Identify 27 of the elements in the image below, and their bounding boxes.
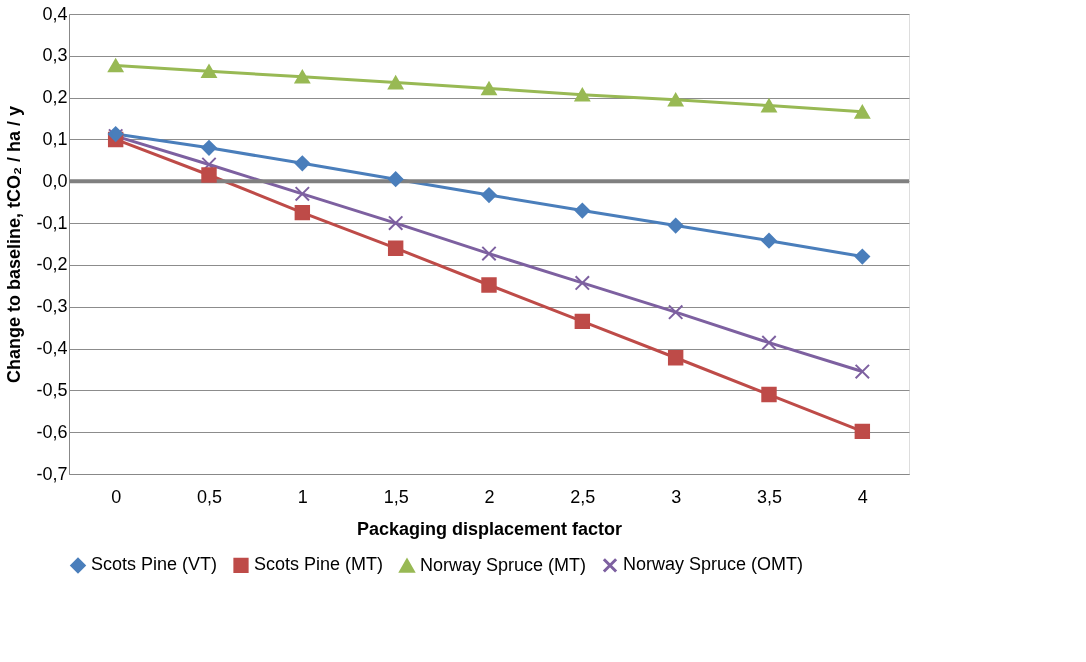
y-tick-label: 0,4 [42, 3, 68, 24]
y-tick-label: -0,1 [36, 212, 68, 233]
x-tick-label: 0,5 [196, 486, 223, 507]
x-axis-title: Packaging displacement factor [356, 518, 623, 539]
x-tick-label: 2,5 [570, 486, 596, 507]
y-axis-title: Change to baseline, tCO₂ / ha / y [4, 105, 25, 384]
x-tick-label: 3 [671, 486, 682, 507]
legend-label: Scots Pine (VT) [91, 554, 218, 575]
legend-label: Scots Pine (MT) [254, 554, 384, 575]
x-tick-label: 1,5 [383, 486, 409, 507]
y-tick-label: 0,3 [42, 45, 68, 66]
y-tick-label: -0,3 [36, 296, 68, 317]
legend-label: Norway Spruce (OMT) [623, 554, 804, 575]
y-tick-label: -0,5 [36, 379, 68, 400]
legend-label: Norway Spruce (MT) [420, 554, 587, 575]
x-tick-label: 4 [857, 486, 868, 507]
y-tick-label: -0,7 [36, 463, 68, 484]
y-tick-label: 0,2 [42, 87, 68, 108]
x-tick-label: 2 [484, 486, 495, 507]
y-tick-label: -0,2 [36, 254, 68, 275]
y-tick-label: -0,4 [36, 338, 68, 359]
x-tick-label: 1 [297, 486, 308, 507]
x-tick-label: 3,5 [756, 486, 783, 507]
y-tick-label: 0,0 [42, 170, 68, 191]
y-tick-label: 0,1 [42, 128, 68, 149]
x-tick-label: 0 [111, 486, 122, 507]
y-tick-label: -0,6 [36, 421, 68, 442]
